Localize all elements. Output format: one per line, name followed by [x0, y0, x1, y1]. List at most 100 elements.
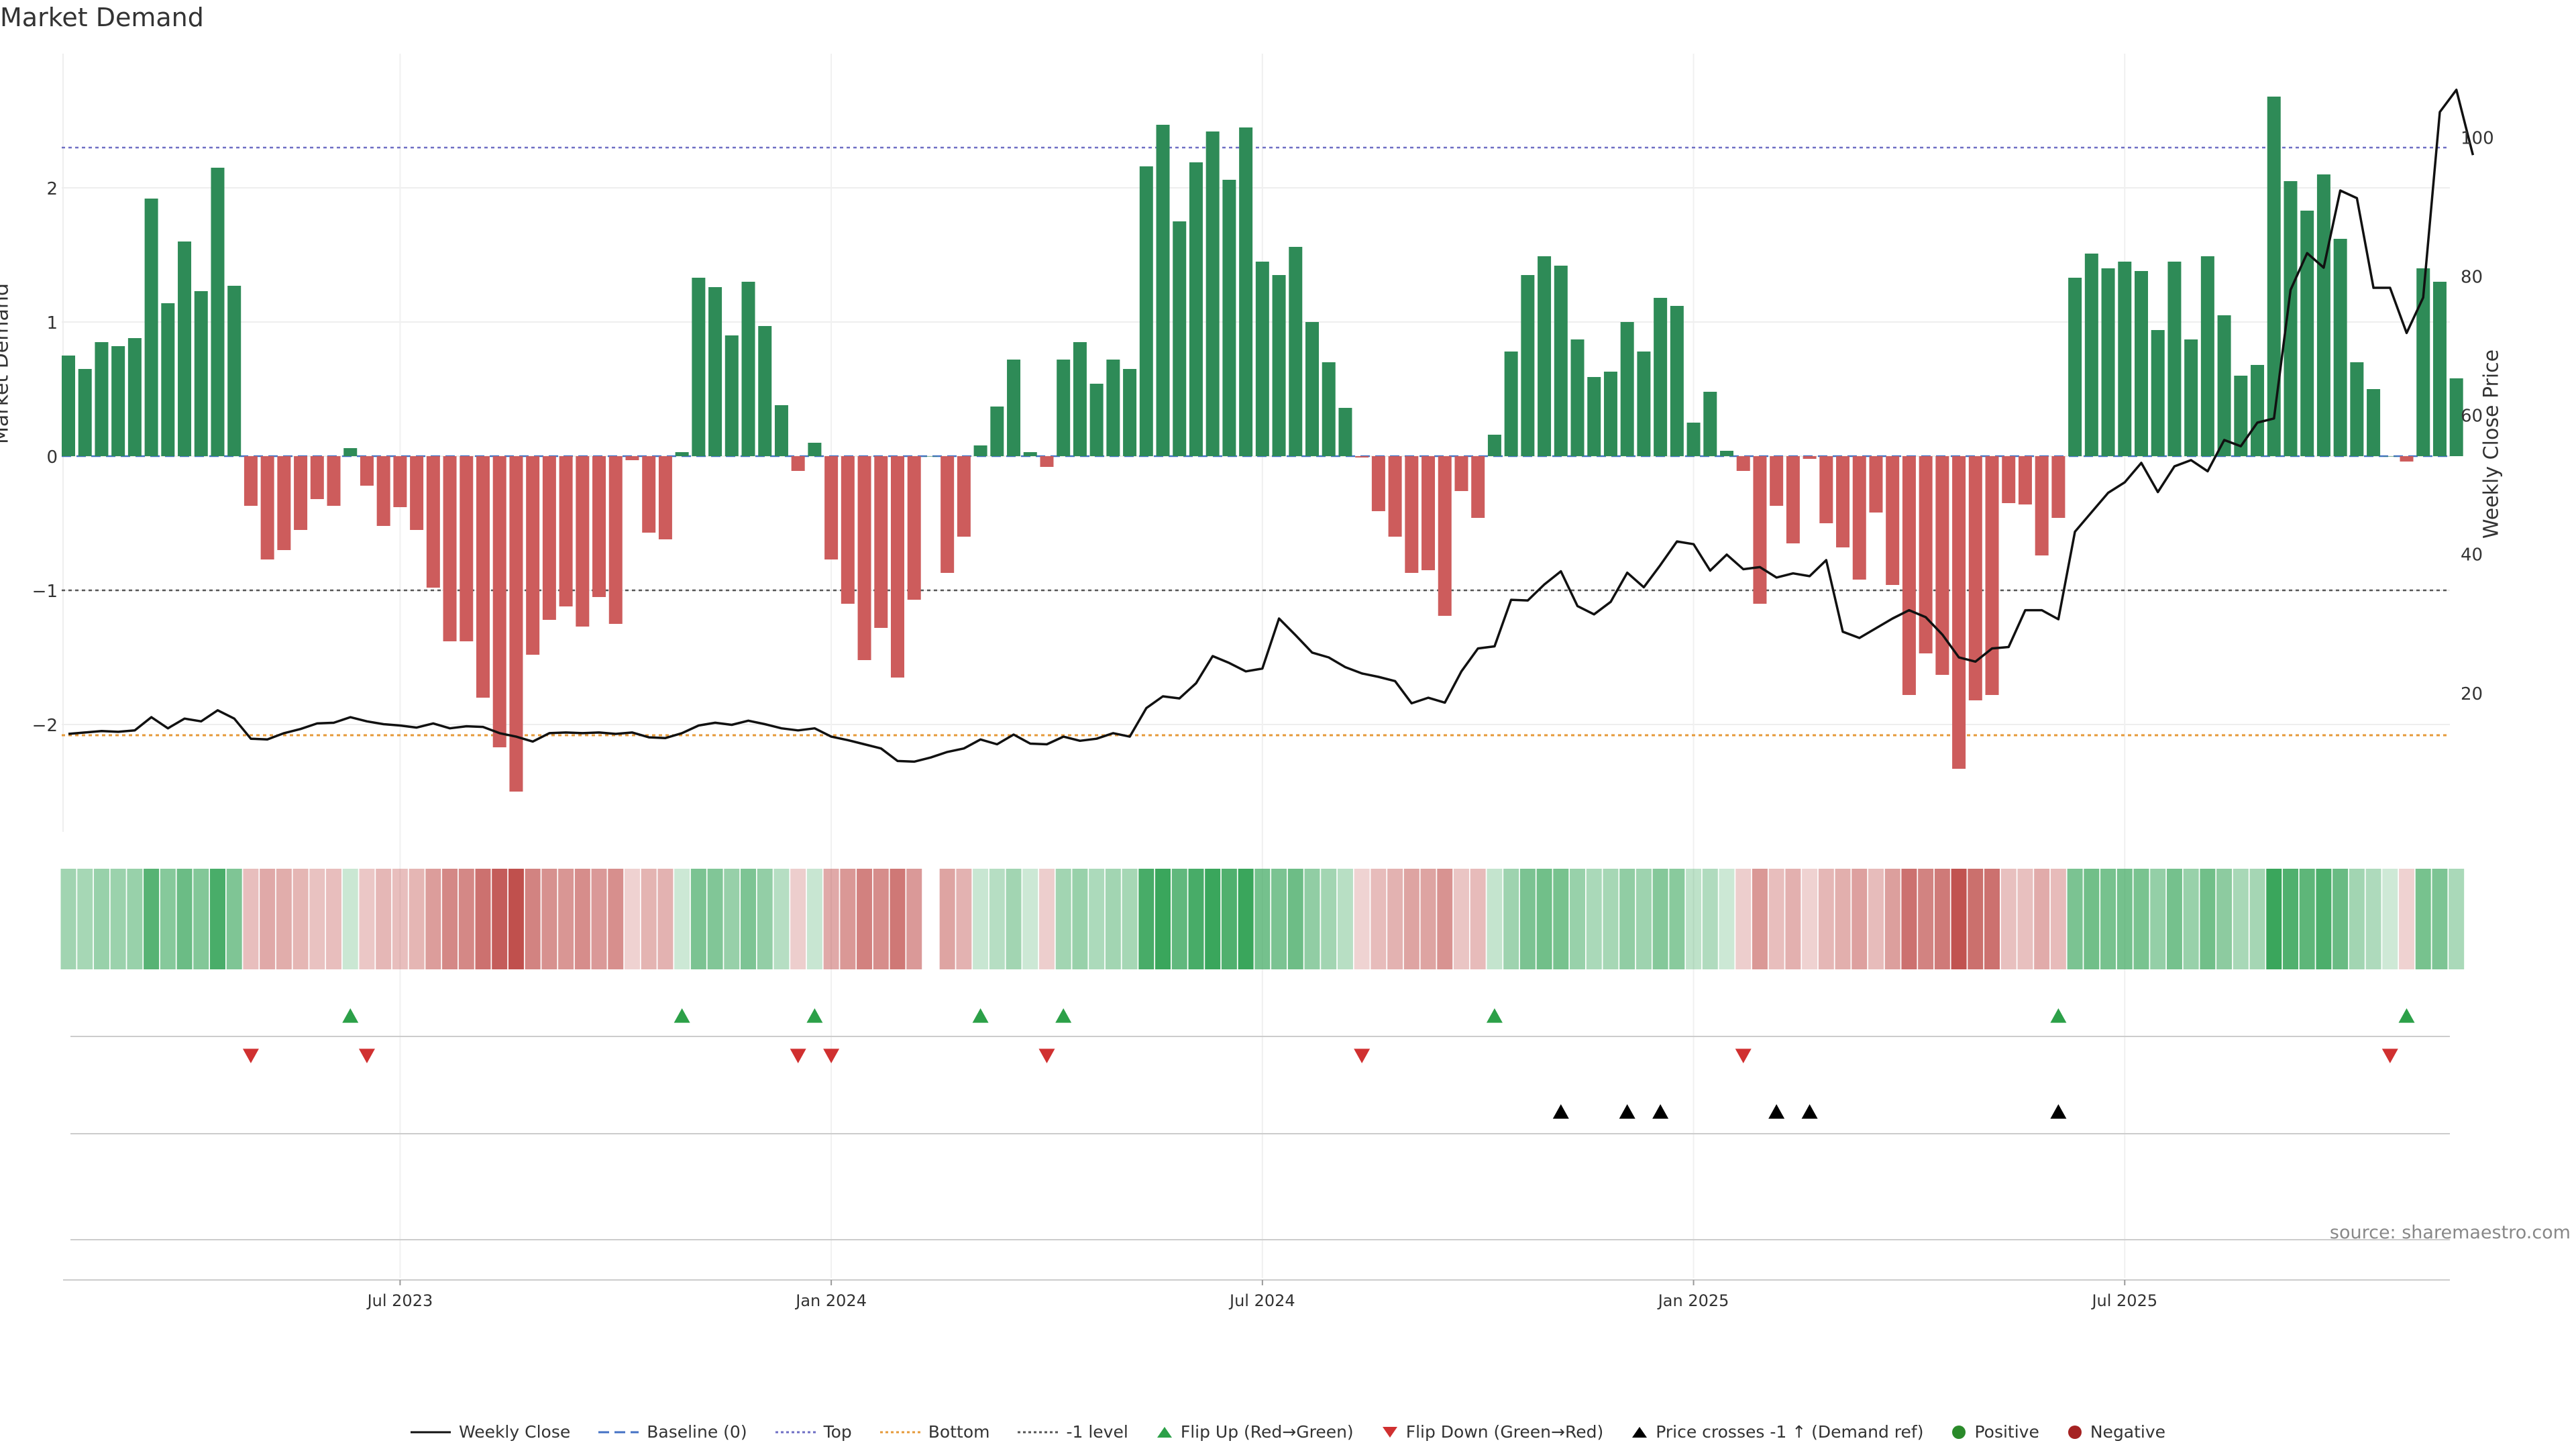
heat-cell	[674, 869, 690, 969]
heat-cell	[2299, 869, 2315, 969]
demand-bar	[1770, 456, 1784, 506]
left-tick-label: 0	[46, 447, 58, 468]
demand-bar	[758, 326, 772, 456]
heat-cell	[1669, 869, 1685, 969]
demand-bar	[1322, 362, 1336, 456]
heat-cell	[525, 869, 541, 969]
demand-bar	[526, 456, 540, 655]
demand-bar	[2018, 456, 2032, 504]
heat-cell	[2067, 869, 2083, 969]
price-cross-marker	[1801, 1104, 1818, 1119]
heat-cell	[873, 869, 889, 969]
demand-bar	[2035, 456, 2049, 555]
heat-cell	[2050, 869, 2066, 969]
heat-cell	[1122, 869, 1138, 969]
heat-cell	[939, 869, 955, 969]
demand-bar	[990, 407, 1004, 456]
heat-cell	[458, 869, 474, 969]
legend-label: Positive	[1974, 1422, 2039, 1442]
heat-cell	[1968, 869, 1984, 969]
heat-cell	[110, 869, 126, 969]
demand-bar	[1538, 256, 1552, 456]
heat-cell	[2316, 869, 2332, 969]
demand-bar	[443, 456, 457, 641]
legend-label: -1 level	[1066, 1422, 1128, 1442]
demand-bar	[1720, 451, 1733, 456]
heat-cell	[724, 869, 740, 969]
demand-bar	[2267, 97, 2281, 456]
heat-cell	[657, 869, 674, 969]
demand-bar	[774, 405, 788, 456]
heat-cell	[1437, 869, 1453, 969]
heat-cell	[425, 869, 441, 969]
heat-cell	[1371, 869, 1387, 969]
demand-bar	[1521, 275, 1535, 456]
legend-label: Weekly Close	[458, 1422, 571, 1442]
demand-bar	[542, 456, 556, 620]
demand-bar	[576, 456, 590, 627]
demand-bar	[1388, 456, 1402, 537]
demand-bar	[476, 456, 490, 698]
demand-bar	[2167, 262, 2182, 456]
demand-bar	[2350, 362, 2364, 456]
heat-cell	[2000, 869, 2017, 969]
demand-bar	[1355, 456, 1369, 458]
heat-cell	[2183, 869, 2199, 969]
heat-cell	[1503, 869, 1519, 969]
heat-cell	[1686, 869, 1702, 969]
legend: Weekly Close Baseline (0) Top Bottom -1 …	[0, 1422, 2576, 1442]
demand-bar	[78, 369, 92, 456]
demand-bar	[1736, 456, 1750, 471]
legend-label: Flip Down (Green→Red)	[1405, 1422, 1604, 1442]
demand-bar	[95, 342, 109, 456]
heat-cell	[309, 869, 325, 969]
heat-cell	[127, 869, 143, 969]
legend-item-bottom: Bottom	[879, 1422, 989, 1442]
demand-bar	[741, 282, 755, 456]
heat-cell	[1851, 869, 1868, 969]
heat-cell	[1735, 869, 1752, 969]
demand-bar	[592, 456, 606, 597]
demand-bar	[1753, 456, 1767, 604]
demand-bar	[360, 456, 374, 486]
demand-bar	[1919, 456, 1933, 653]
heat-cell	[2100, 869, 2116, 969]
demand-bar	[1952, 456, 1966, 769]
heat-cell	[574, 869, 590, 969]
heat-cell	[2399, 869, 2415, 969]
demand-bar	[1139, 166, 1153, 456]
heat-cell	[2084, 869, 2100, 969]
chart-title: Market Demand	[0, 3, 204, 32]
demand-bar	[2284, 181, 2298, 456]
heat-cell	[1038, 869, 1055, 969]
right-tick-label: 20	[2461, 684, 2483, 704]
heat-cell	[1287, 869, 1303, 969]
heat-cell	[2200, 869, 2216, 969]
demand-bar	[178, 241, 192, 456]
demand-bar	[791, 456, 805, 471]
demand-bar	[1239, 127, 1253, 456]
grid	[62, 54, 2450, 1278]
heat-cell	[840, 869, 856, 969]
demand-bar	[891, 456, 904, 678]
heat-cell	[508, 869, 524, 969]
x-tick-label: Jan 2024	[794, 1291, 867, 1310]
flip-down-marker	[1735, 1049, 1752, 1063]
demand-bar	[708, 287, 722, 456]
heat-cell	[2150, 869, 2166, 969]
legend-item-baseline: Baseline (0)	[598, 1422, 747, 1442]
demand-bar	[1089, 384, 1104, 456]
demand-heat-strip	[60, 869, 2465, 969]
heat-cell	[773, 869, 790, 969]
heat-cell	[160, 869, 176, 969]
heat-cell	[2449, 869, 2465, 969]
heat-cell	[1205, 869, 1221, 969]
demand-bar	[2367, 389, 2381, 456]
heat-cell	[1254, 869, 1271, 969]
heat-cell	[1901, 869, 1917, 969]
demand-bar	[1289, 247, 1303, 456]
legend-item-top: Top	[775, 1422, 852, 1442]
heat-cell	[376, 869, 392, 969]
flip-up-marker	[342, 1008, 359, 1023]
heat-cell	[1785, 869, 1801, 969]
